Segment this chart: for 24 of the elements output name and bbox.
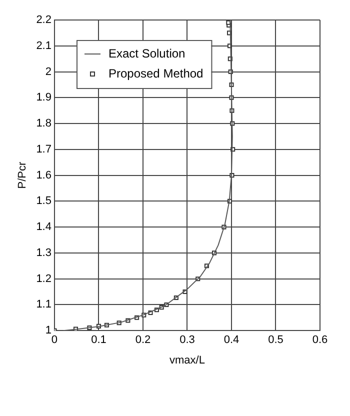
legend-label: Proposed Method xyxy=(108,66,204,80)
y-tick-label: 1.8 xyxy=(36,118,52,130)
y-tick-label: 1 xyxy=(45,324,52,337)
y-tick-label: 1.3 xyxy=(36,246,52,259)
y-tick-label: 1.9 xyxy=(36,92,52,104)
x-tick-label: 0 xyxy=(51,334,58,346)
x-tick-label: 0.3 xyxy=(180,334,195,346)
y-tick-label: 2.1 xyxy=(36,40,52,52)
x-tick-label: 0.4 xyxy=(224,334,240,346)
y-tick-label: 2 xyxy=(45,66,52,78)
legend-label: Exact Solution xyxy=(108,46,186,60)
y-tick-label: 1.7 xyxy=(36,143,52,156)
y-tick-label: 2.2 xyxy=(36,14,52,26)
y-tick-label: 1.5 xyxy=(36,195,52,208)
y-tick-label: 1.4 xyxy=(36,221,52,234)
x-axis-title: vmax/L xyxy=(170,354,205,366)
x-tick-label: 0.1 xyxy=(91,334,106,346)
y-tick-label: 1.1 xyxy=(36,298,52,311)
y-tick-label: 1.2 xyxy=(36,272,52,285)
x-tick-label: 0.2 xyxy=(135,334,151,346)
x-tick-label: 0.6 xyxy=(312,334,328,346)
y-axis-title: P/Pcr xyxy=(16,162,29,189)
x-tick-label: 0.5 xyxy=(268,334,284,346)
y-tick-label: 1.6 xyxy=(36,169,52,182)
